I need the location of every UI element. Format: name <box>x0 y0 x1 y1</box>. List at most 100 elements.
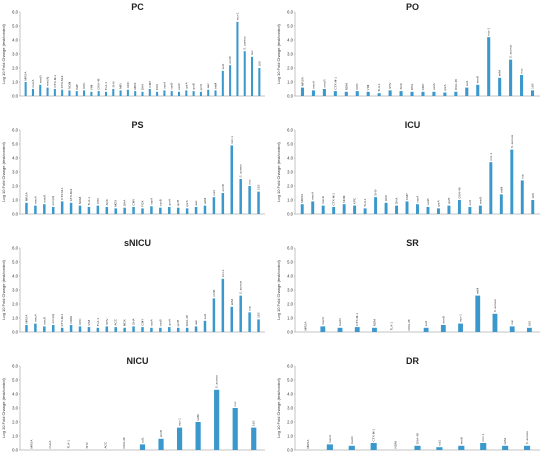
bar-label: sul1 <box>221 63 225 69</box>
bar <box>354 327 360 332</box>
bar-label: NDM <box>342 195 346 202</box>
bar <box>257 319 260 332</box>
bar-label: CMY <box>148 81 152 88</box>
y-tick-label: 0.0 <box>287 329 293 334</box>
bar <box>221 278 225 332</box>
bar <box>185 327 189 332</box>
y-tick-label: 5.0 <box>287 141 293 146</box>
bar-label: SHV <box>111 80 115 87</box>
bar-label: qnrA <box>436 199 440 206</box>
bar <box>31 89 34 96</box>
y-tick-label: 5.0 <box>287 259 293 264</box>
bar <box>43 326 46 332</box>
bar-label: tetM <box>498 70 502 76</box>
bar-label: NDM <box>67 81 71 88</box>
bar <box>25 325 28 332</box>
bar-label: qnrS <box>199 84 203 91</box>
bar-label: tetM <box>476 288 480 294</box>
bar <box>221 70 224 96</box>
bar <box>148 89 151 96</box>
bar <box>468 207 472 214</box>
bar <box>97 91 100 96</box>
bar-label: TLA-1 <box>104 82 108 91</box>
bar <box>61 89 64 96</box>
bar-label: sul1 <box>141 437 145 443</box>
bar <box>342 204 346 214</box>
bar <box>214 389 220 450</box>
y-tick-label: 0.0 <box>12 93 18 98</box>
bar <box>509 326 515 332</box>
bar <box>384 202 388 214</box>
bar-label: CTX-M-1 <box>53 75 57 88</box>
bar <box>230 306 234 332</box>
bar <box>207 89 210 96</box>
bar-label: MOX <box>114 200 118 207</box>
bar <box>159 207 162 214</box>
bar-label: nuc <box>520 68 524 73</box>
bar <box>78 205 82 214</box>
bar-label: FOX <box>155 84 159 90</box>
bar-label: nuc <box>233 401 237 406</box>
y-tick-label: 5.0 <box>12 259 18 264</box>
bar <box>499 194 503 214</box>
bar <box>132 207 135 214</box>
bar <box>432 91 436 96</box>
bar <box>114 327 117 332</box>
bar-label: TLA-1 <box>363 198 367 207</box>
y-tick-label: 5.0 <box>287 377 293 382</box>
bar <box>248 312 251 332</box>
bar-label: ermB <box>159 430 163 437</box>
bar <box>321 205 325 214</box>
chart-svg: ICU 0.0 1.0 2.0 3.0 4.0 5.0 6.0 Log 10 Fold Chan… <box>276 120 540 216</box>
bar <box>421 91 425 96</box>
bar <box>199 91 202 96</box>
chart-svg: PC 0.0 1.0 2.0 3.0 4.0 5.0 6.0 Log 10 Fold Chang… <box>1 2 265 98</box>
bar-label: TLA-1 <box>390 322 394 331</box>
bar-label: mecA <box>321 316 325 325</box>
bar-label: KPC <box>82 82 86 89</box>
bar <box>476 84 480 96</box>
bar-label: CTX-M-1 <box>355 313 359 326</box>
bar-label: ACC <box>399 82 403 89</box>
bar-label: mecR <box>42 194 46 203</box>
bar-label: mcr-1 <box>230 136 234 144</box>
bar-label: S. aureus <box>243 36 247 50</box>
bar <box>509 59 513 96</box>
bar-label: DHA <box>395 197 399 204</box>
bar-label: ermB <box>476 76 480 83</box>
bar <box>141 327 144 332</box>
bar-label: SHV <box>388 82 392 89</box>
bar-label: 16S <box>257 312 261 318</box>
bar-label: 16S <box>531 83 535 89</box>
y-tick-label: 5.0 <box>12 377 18 382</box>
bar <box>526 327 532 332</box>
bar <box>531 200 535 214</box>
bar <box>480 443 487 450</box>
y-tick-label: 3.0 <box>287 287 293 292</box>
y-tick-label: 1.0 <box>12 315 18 320</box>
bar-label: MRSA <box>306 439 310 449</box>
bar <box>243 51 246 96</box>
chart-title: PS <box>131 120 143 130</box>
bar-label: FOX <box>141 201 145 207</box>
bar-label: S. aureus <box>510 134 514 148</box>
bar-label: OXA-48 <box>97 78 101 89</box>
bar <box>311 201 315 214</box>
bar-label: CMY <box>405 193 409 200</box>
y-tick-label: 0.0 <box>12 447 18 452</box>
bar-label: vanA <box>162 81 166 89</box>
bar-label: vanB <box>158 199 162 206</box>
chart-title: PO <box>406 2 419 12</box>
y-axis-label: Log 10 Fold Change (test/control) <box>276 142 281 202</box>
bar <box>248 186 251 214</box>
bar-label: CTX-M-1 <box>332 193 336 206</box>
bar <box>134 91 137 96</box>
bar-label: nuc <box>510 319 514 324</box>
bar-label: SHV <box>374 188 378 195</box>
bar <box>126 89 129 96</box>
chart-title: DR <box>406 356 419 366</box>
y-tick-label: 1.0 <box>12 79 18 84</box>
bar-label: OXA-48 <box>416 433 420 444</box>
bar-label: VIM <box>366 84 370 90</box>
